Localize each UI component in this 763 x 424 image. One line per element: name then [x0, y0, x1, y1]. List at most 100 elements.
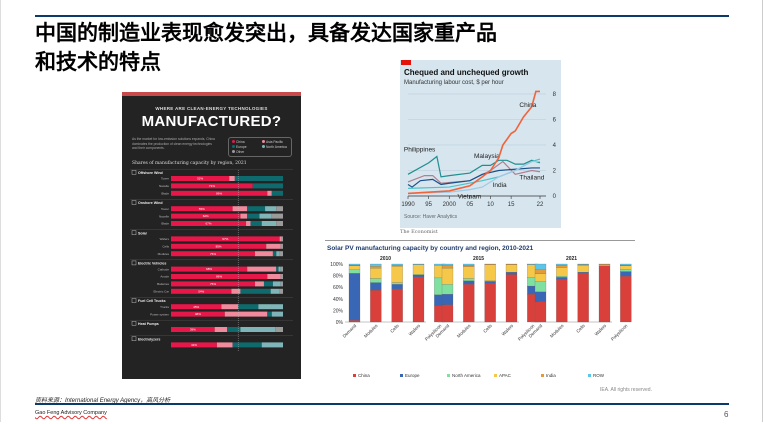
bar-segment-europe	[267, 311, 272, 317]
bar-segment-asia-pacific	[231, 288, 241, 294]
series-label-india: India	[493, 182, 507, 189]
x-tick-label: 15	[508, 202, 515, 208]
china-share-label: 75%	[210, 252, 216, 256]
series-line-malaysia	[407, 155, 541, 178]
y-tick-label: 0%	[336, 320, 344, 326]
china-share-label: 54%	[198, 289, 204, 293]
bar-segment-china	[463, 284, 475, 323]
x-tick-label: 2000	[443, 202, 457, 208]
category-label: Polysilicon	[610, 323, 629, 342]
solar-chart-title: Solar PV manufacturing capacity by count…	[327, 245, 534, 252]
bar-segment-north-america	[258, 304, 283, 310]
category-label: Demand	[342, 323, 358, 339]
bar-segment-other	[276, 221, 283, 226]
x-tick-label: 95	[425, 202, 432, 208]
y-tick-label: 20%	[333, 308, 344, 314]
y-tick-label: 80%	[333, 274, 344, 280]
bar-segment-china	[171, 213, 241, 219]
row-label: Cathode	[158, 267, 170, 271]
legend-label: India	[546, 373, 556, 378]
china-share-label: 73%	[209, 184, 215, 188]
solar-pv-stacked-bar-chart: 0% 20% 40% 60% 80% 100% 2010 Demand Modules Cells…	[330, 256, 632, 378]
x-tick-label: 10	[487, 202, 494, 208]
bar-segment-china	[598, 265, 611, 323]
row-label: Nacelle	[159, 184, 169, 188]
infographic-title: MANUFACTURED?	[141, 113, 282, 130]
group-name: Heat Pumps	[138, 322, 159, 326]
y-tick-label: 100%	[330, 262, 343, 268]
page-number: 6	[724, 410, 729, 419]
bar-segment-other	[281, 243, 283, 249]
bar-segment-north-america	[280, 274, 282, 279]
legend-label: China	[358, 373, 370, 378]
bar-segment-asia-pacific	[279, 236, 282, 242]
group-name: Electric Vehicles	[138, 262, 166, 266]
iea-note: IEA. All rights reserved.	[600, 387, 652, 393]
legend-label: APAC	[499, 373, 512, 378]
bar-segment-row	[463, 263, 475, 266]
row-label: Blade	[161, 192, 169, 196]
row-label: Electric Car	[153, 290, 169, 294]
group-icon	[131, 200, 137, 205]
bar-segment-north-america	[556, 276, 568, 278]
bar-segment-china	[391, 288, 403, 323]
bar-segment-north-america	[265, 206, 277, 212]
bar-segment-north-america	[278, 266, 281, 272]
china-share-label: 39%	[190, 328, 196, 332]
category-label: Modules	[549, 323, 565, 339]
bar-segment-europe	[238, 304, 259, 310]
bar-segment-china	[171, 288, 232, 294]
bar-segment-asia-pacific	[216, 342, 233, 348]
bar-segment-china	[620, 276, 632, 323]
economist-red-tag	[401, 60, 411, 65]
bar-segment-europe	[250, 221, 262, 226]
bar-segment-europe	[247, 213, 260, 219]
bar-segment-china	[577, 273, 589, 323]
category-label: Wafers	[408, 323, 422, 337]
infographic-kicker: WHERE ARE CLEAN-ENERGY TECHNOLOGIES	[155, 106, 268, 111]
row-label: Blade	[161, 222, 169, 226]
row-label: Trucks	[160, 305, 169, 309]
bar-segment-asia-pacific	[232, 206, 248, 212]
row-label: Modules	[158, 252, 170, 256]
bar-segment-china	[171, 236, 280, 242]
bar-segment-other	[280, 266, 283, 272]
bar-segment-china	[412, 276, 425, 323]
category-label: Modules	[456, 323, 472, 339]
bar-segment-china	[171, 221, 247, 226]
economist-chart-subtitle: Manufacturing labour cost, $ per hour	[404, 80, 504, 86]
series-line-vietnam	[407, 160, 540, 195]
bar-segment-china	[370, 289, 382, 323]
bar-segment-other	[279, 251, 283, 257]
bar-segment-north-america	[270, 288, 280, 294]
bar-segment-apac	[534, 273, 547, 282]
bar-segment-apac	[370, 267, 382, 279]
bar-segment-china	[171, 281, 255, 287]
bar-segment-apac	[556, 267, 568, 277]
legend-swatch	[353, 374, 356, 377]
group-name: Solar	[138, 231, 148, 235]
bar-segment-europe	[556, 277, 568, 280]
bar-segment-asia-pacific	[267, 274, 281, 279]
legend-label: Europe	[405, 373, 420, 378]
group-icon	[131, 260, 137, 266]
bar-segment-china	[484, 283, 496, 323]
infographic-legend-item: Asia Pacific	[262, 140, 283, 144]
y-tick-label: 2	[553, 169, 557, 175]
bar-segment-north-america	[240, 327, 276, 332]
group-icon	[131, 336, 137, 341]
title-line-2: 和技术的特点	[35, 50, 161, 74]
series-label-malaysia: Malaysia	[474, 153, 500, 160]
infographic-legend-item: Europe	[232, 145, 247, 149]
bar-segment-china	[171, 274, 268, 279]
china-share-label: 86%	[216, 191, 222, 195]
bar-segment-china	[171, 206, 233, 212]
bar-segment-other	[280, 281, 283, 287]
bar-segment-china	[171, 183, 253, 189]
china-share-label: 68%	[206, 267, 212, 271]
footer-company: Gao Feng Advisory Company	[35, 410, 107, 416]
slide-title: 中国的制造业表现愈发突出，具备发达国家重产品 和技术的特点	[35, 19, 497, 77]
bar-segment-china	[171, 251, 255, 257]
bar-segment-china	[348, 320, 361, 323]
bar-segment-china	[171, 190, 268, 196]
